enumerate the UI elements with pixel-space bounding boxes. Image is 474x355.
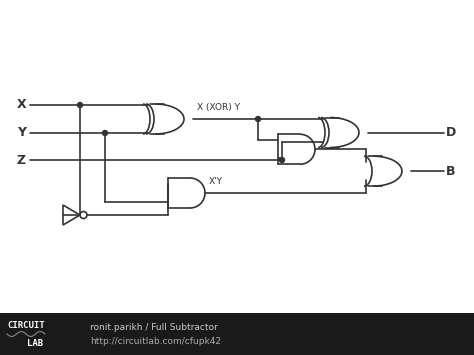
Text: CIRCUIT: CIRCUIT bbox=[7, 322, 45, 331]
Text: D: D bbox=[446, 126, 456, 139]
Text: X'Y: X'Y bbox=[209, 177, 223, 186]
Text: ronit.parikh / Full Subtractor: ronit.parikh / Full Subtractor bbox=[90, 322, 218, 332]
Text: Z: Z bbox=[17, 153, 26, 166]
Text: LAB: LAB bbox=[27, 339, 43, 348]
Text: http://circuitlab.com/cfupk42: http://circuitlab.com/cfupk42 bbox=[90, 338, 221, 346]
Bar bbox=[0, 313, 474, 355]
Text: B: B bbox=[446, 165, 456, 178]
Circle shape bbox=[255, 116, 261, 121]
Circle shape bbox=[102, 131, 108, 136]
Circle shape bbox=[78, 103, 82, 108]
Text: Y: Y bbox=[17, 126, 26, 140]
Circle shape bbox=[280, 158, 284, 163]
Text: X (XOR) Y: X (XOR) Y bbox=[197, 103, 240, 112]
Text: X: X bbox=[17, 98, 26, 111]
